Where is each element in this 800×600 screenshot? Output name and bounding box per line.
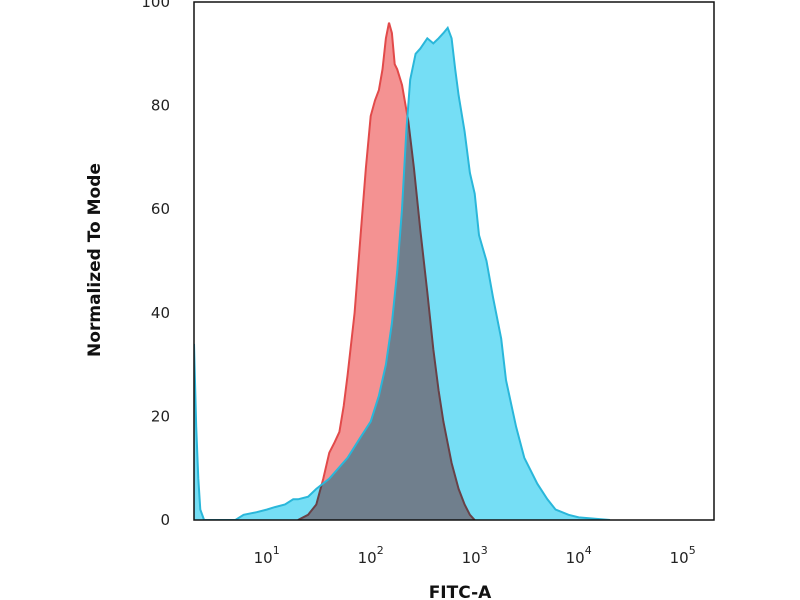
x-axis-title: FITC-A <box>429 583 492 600</box>
x-tick-label: 101 <box>254 544 280 567</box>
y-tick-label: 100 <box>141 0 170 11</box>
x-tick-label: 104 <box>566 544 592 567</box>
plot-frame <box>193 1 715 521</box>
x-tick-label: 103 <box>462 544 488 567</box>
x-tick-label: 102 <box>358 544 384 567</box>
y-tick-label: 0 <box>160 511 170 529</box>
y-tick-label: 80 <box>151 97 170 115</box>
series-2-outline <box>194 25 611 520</box>
y-tick-label: 60 <box>151 200 170 218</box>
y-tick-label: 20 <box>151 407 170 425</box>
x-tick-label: 105 <box>670 544 696 567</box>
y-axis-title: Normalized To Mode <box>85 163 105 357</box>
y-tick-label: 40 <box>151 304 170 322</box>
series-2-area <box>194 27 610 520</box>
